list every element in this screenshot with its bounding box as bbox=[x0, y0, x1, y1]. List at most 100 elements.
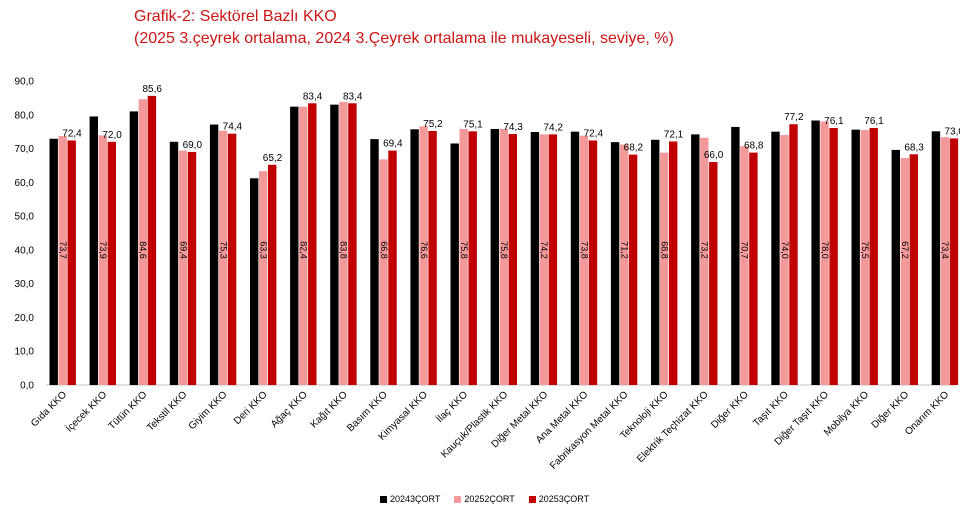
y-tick-label: 30,0 bbox=[15, 279, 35, 290]
data-label: 77,1 bbox=[209, 241, 219, 259]
bar bbox=[588, 140, 598, 385]
bar bbox=[98, 135, 107, 385]
data-label: 83,4 bbox=[343, 91, 363, 102]
data-label: 72,9 bbox=[49, 241, 59, 259]
data-label: 68,3 bbox=[904, 142, 924, 153]
bar bbox=[290, 106, 299, 386]
bar bbox=[339, 101, 348, 385]
data-label: 73,8 bbox=[579, 241, 589, 259]
data-label: 73,7 bbox=[58, 241, 68, 259]
y-tick-label: 40,0 bbox=[15, 245, 35, 256]
bar bbox=[628, 154, 638, 385]
bar bbox=[370, 139, 379, 385]
data-label: 66,0 bbox=[704, 150, 724, 161]
bar bbox=[299, 106, 308, 386]
y-tick-label: 0,0 bbox=[20, 381, 34, 392]
bar bbox=[771, 131, 780, 385]
bar bbox=[651, 139, 660, 385]
bar bbox=[218, 130, 228, 385]
bar bbox=[548, 134, 558, 385]
data-label: 61,2 bbox=[250, 241, 260, 259]
legend-item: 20252ÇORT bbox=[454, 494, 515, 504]
data-label: 75,0 bbox=[570, 241, 580, 259]
data-label: 82,4 bbox=[299, 241, 309, 259]
bar bbox=[379, 159, 388, 385]
bar bbox=[860, 129, 869, 385]
bar bbox=[789, 124, 798, 386]
bar bbox=[388, 150, 397, 385]
data-label: 74,2 bbox=[543, 122, 563, 133]
x-tick-label: Kauçuk/Plastik KKO bbox=[439, 389, 510, 460]
chart-title: Grafik-2: Sektörel Bazlı KKO bbox=[134, 8, 337, 25]
bar bbox=[820, 121, 829, 385]
bar bbox=[468, 131, 477, 385]
bar bbox=[811, 120, 820, 386]
data-label: 63,3 bbox=[259, 241, 269, 259]
bar bbox=[891, 149, 900, 385]
bar bbox=[187, 151, 197, 385]
bar bbox=[610, 142, 620, 385]
data-label: 73,4 bbox=[940, 241, 950, 259]
bar bbox=[138, 99, 148, 386]
bar bbox=[660, 152, 669, 385]
data-label: 74,4 bbox=[223, 122, 243, 133]
bar bbox=[709, 162, 718, 385]
x-tick-label: Giyim KKO bbox=[187, 389, 230, 432]
data-label: 76,4 bbox=[731, 241, 741, 259]
bar bbox=[490, 128, 499, 385]
x-tick-label: Diğer KKO bbox=[709, 389, 751, 431]
data-label: 75,8 bbox=[459, 241, 469, 259]
data-label: 76,1 bbox=[864, 116, 884, 127]
data-label: 76,6 bbox=[419, 241, 429, 259]
chart-legend: 20243ÇORT 20252ÇORT 20253ÇORT bbox=[380, 494, 589, 504]
data-label: 72,1 bbox=[664, 129, 684, 140]
bar bbox=[691, 134, 700, 385]
bar bbox=[209, 124, 219, 385]
bar bbox=[450, 143, 459, 385]
bar bbox=[330, 104, 339, 385]
x-tick-label: İçecek KKO bbox=[63, 388, 110, 435]
x-tick-label: Deri KKO bbox=[232, 389, 270, 427]
x-tick-label: Fabrikasyon Metal KKO bbox=[548, 389, 631, 472]
bar bbox=[259, 171, 268, 385]
chart-area: 0,0 10,0 20,0 30,0 40,0 50,0 60,0 70,0 80,0 90,0 7… bbox=[15, 77, 960, 472]
x-tick-label: İlaç KKO bbox=[433, 388, 470, 425]
bar bbox=[129, 111, 139, 386]
bar bbox=[669, 141, 678, 385]
data-label: 72,0 bbox=[169, 241, 179, 259]
bar bbox=[869, 127, 878, 385]
bar bbox=[940, 137, 950, 385]
x-tick-label: Elektrik Teçhizat KKO bbox=[635, 389, 711, 465]
chart-subtitle: (2025 3.çeyrek ortalama, 2024 3.Çeyrek o… bbox=[134, 30, 674, 47]
bar bbox=[250, 178, 259, 385]
bar bbox=[410, 129, 419, 385]
x-tick-label: Tekstil KKO bbox=[145, 389, 189, 433]
data-label: 68,2 bbox=[624, 143, 644, 154]
data-label: 83,8 bbox=[339, 241, 349, 259]
bar bbox=[780, 135, 789, 385]
data-label: 74,2 bbox=[691, 241, 701, 259]
y-tick-label: 10,0 bbox=[15, 347, 35, 358]
bar bbox=[851, 129, 860, 385]
data-label: 79,5 bbox=[89, 241, 99, 259]
data-label: 68,8 bbox=[660, 241, 670, 259]
data-label: 75,5 bbox=[860, 241, 870, 259]
legend-swatch bbox=[528, 495, 536, 503]
bar bbox=[579, 135, 589, 385]
data-label: 75,2 bbox=[423, 119, 443, 130]
bar bbox=[700, 137, 709, 385]
bar bbox=[749, 152, 758, 385]
bar bbox=[107, 141, 116, 385]
bar bbox=[459, 128, 468, 385]
legend-item: 20243ÇORT bbox=[380, 494, 440, 504]
x-tick-label: Kağıt KKO bbox=[309, 389, 350, 430]
x-tick-label: Gıda KKO bbox=[29, 389, 69, 429]
bar bbox=[900, 158, 909, 385]
data-label: 68,8 bbox=[744, 141, 764, 152]
data-label: 75,1 bbox=[463, 119, 483, 130]
data-label: 69,4 bbox=[178, 241, 188, 259]
x-tick-label: Taşıt KKO bbox=[751, 389, 791, 429]
data-label: 75,1 bbox=[931, 241, 941, 259]
x-tick-label: Tütün KKO bbox=[107, 389, 150, 432]
bar bbox=[178, 150, 188, 385]
